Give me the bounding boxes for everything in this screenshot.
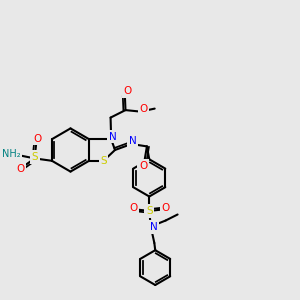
Text: NH₂: NH₂ — [2, 149, 21, 159]
Text: O: O — [124, 86, 132, 96]
Text: N: N — [129, 136, 137, 146]
Text: S: S — [146, 206, 153, 216]
Text: O: O — [139, 160, 147, 171]
Text: O: O — [16, 164, 25, 174]
Text: S: S — [100, 156, 107, 166]
Text: N: N — [150, 222, 158, 232]
Text: O: O — [161, 203, 170, 213]
Text: O: O — [129, 203, 137, 213]
Text: S: S — [31, 152, 38, 162]
Text: N: N — [109, 132, 116, 142]
Text: O: O — [34, 134, 42, 144]
Text: O: O — [139, 104, 148, 114]
